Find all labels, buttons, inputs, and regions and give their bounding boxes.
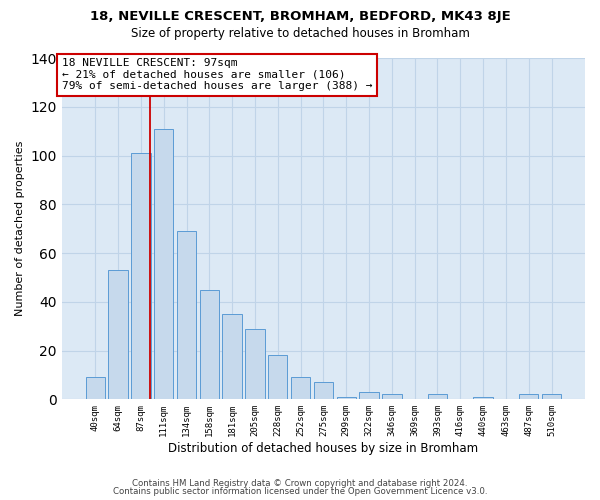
Text: Contains HM Land Registry data © Crown copyright and database right 2024.: Contains HM Land Registry data © Crown c… (132, 478, 468, 488)
Bar (337, 397, 356, 400)
Bar (473, 397, 493, 400)
Text: 18 NEVILLE CRESCENT: 97sqm
← 21% of detached houses are smaller (106)
79% of sem: 18 NEVILLE CRESCENT: 97sqm ← 21% of deta… (62, 58, 372, 91)
Text: Size of property relative to detached houses in Bromham: Size of property relative to detached ho… (131, 28, 469, 40)
X-axis label: Distribution of detached houses by size in Bromham: Distribution of detached houses by size … (169, 442, 478, 455)
Y-axis label: Number of detached properties: Number of detached properties (15, 141, 25, 316)
Bar (223, 314, 242, 400)
Bar (428, 394, 447, 400)
Bar (154, 128, 173, 400)
Bar (382, 394, 401, 400)
Bar (291, 378, 310, 400)
Bar (314, 382, 333, 400)
Bar (245, 328, 265, 400)
Bar (519, 394, 538, 400)
Text: Contains public sector information licensed under the Open Government Licence v3: Contains public sector information licen… (113, 487, 487, 496)
Bar (109, 270, 128, 400)
Text: 18, NEVILLE CRESCENT, BROMHAM, BEDFORD, MK43 8JE: 18, NEVILLE CRESCENT, BROMHAM, BEDFORD, … (89, 10, 511, 23)
Bar (200, 290, 219, 400)
Bar (542, 394, 561, 400)
Bar (268, 356, 287, 400)
Bar (131, 153, 151, 400)
Bar (177, 231, 196, 400)
Bar (86, 378, 105, 400)
Bar (359, 392, 379, 400)
